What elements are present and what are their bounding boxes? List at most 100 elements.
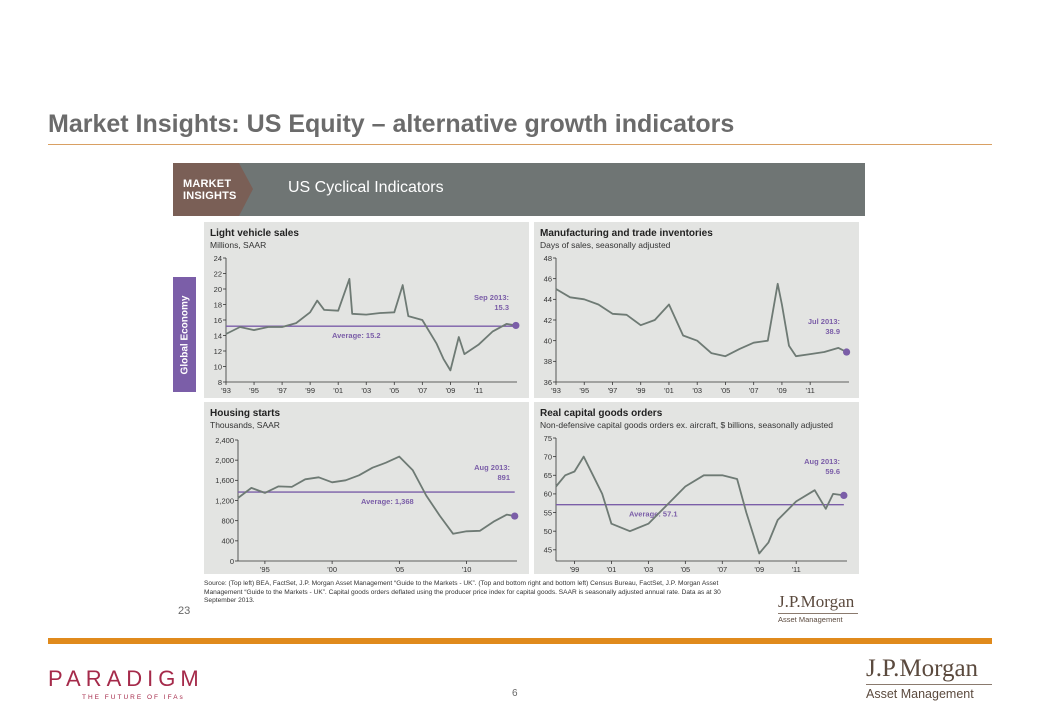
y-tick-label: 38	[544, 357, 552, 366]
chart-title: Manufacturing and trade inventories	[540, 228, 713, 239]
x-tick-label: '95	[260, 565, 270, 574]
y-tick-label: 40	[544, 336, 552, 345]
x-tick-label: '01	[333, 386, 343, 395]
x-tick-label: '95	[579, 386, 589, 395]
inner-jpm-rule	[778, 613, 858, 614]
x-tick-label: '03	[361, 386, 371, 395]
y-tick-label: 60	[544, 490, 552, 499]
chart-subtitle: Days of sales, seasonally adjusted	[540, 240, 671, 250]
x-tick-label: '09	[777, 386, 787, 395]
badge-line-1: MARKET	[183, 178, 232, 190]
inner-jpm-sub: Asset Management	[778, 615, 843, 624]
chart-panel-light-vehicle-sales: Light vehicle sales Millions, SAAR 8 10 12…	[204, 222, 529, 398]
x-tick-label: '93	[551, 386, 561, 395]
paradigm-tagline: THE FUTURE OF IFAs	[82, 694, 185, 701]
jpm-name: J.P.Morgan	[866, 655, 979, 682]
chart-subtitle: Non-defensive capital goods orders ex. a…	[540, 420, 833, 430]
x-tick-label: '05	[680, 565, 690, 574]
x-tick-label: '00	[327, 565, 337, 574]
series-line	[237, 455, 515, 535]
y-tick-label: 36	[544, 378, 552, 387]
x-tick-label: '11	[792, 565, 801, 574]
chart-panel-inventories: Manufacturing and trade inventories Days…	[534, 222, 859, 398]
jpm-sub: Asset Management	[866, 687, 974, 701]
inner-page-number: 23	[178, 605, 191, 617]
x-tick-label: '05	[721, 386, 731, 395]
chart-panel-housing-starts: Housing starts Thousands, SAAR 0 400 800 1,…	[204, 402, 529, 574]
chart-svg: 45 50 55 60 65 70 75 '99 '01 '03 '05 '07 '09 '11 Avera…	[544, 434, 848, 574]
chart-subtitle: Millions, SAAR	[210, 240, 267, 250]
x-tick-label: '11	[474, 386, 483, 395]
chart-title: Real capital goods orders	[540, 408, 663, 419]
y-tick-label: 16	[214, 316, 222, 325]
market-insights-badge: MARKET INSIGHTS	[173, 163, 253, 216]
y-tick-label: 44	[544, 295, 552, 304]
last-value-label: Aug 2013:	[474, 463, 510, 472]
x-tick-label: '03	[692, 386, 702, 395]
x-tick-label: '95	[249, 386, 259, 395]
y-tick-label: 14	[214, 331, 222, 340]
last-value-label: 59.6	[825, 467, 840, 476]
chart-svg: 36 38 40 42 44 46 48 '93 '95 '97 '99 '01 '03 '05 '07 '0…	[544, 254, 851, 395]
last-point-marker	[512, 321, 520, 330]
x-tick-label: '07	[749, 386, 759, 395]
last-value-label: 15.3	[494, 303, 509, 312]
slide-title: Market Insights: US Equity – alternative…	[48, 110, 735, 138]
footer-divider	[48, 638, 992, 644]
last-point-marker	[842, 348, 851, 356]
average-label: Average: 15.2	[332, 331, 381, 340]
side-tab-label: Global Economy	[179, 295, 190, 374]
chart-svg: 0 400 800 1,200 1,600 2,000 2,400 '95 '00 '05 '10 A…	[215, 436, 519, 574]
last-value-label: Aug 2013:	[804, 457, 840, 466]
x-tick-label: '99	[305, 386, 315, 395]
chart-title: Light vehicle sales	[210, 228, 299, 239]
x-tick-label: '05	[394, 565, 404, 574]
chart-panel-capital-goods-orders: Real capital goods orders Non-defensive …	[534, 402, 859, 574]
side-tab: Global Economy	[173, 277, 196, 392]
average-label: Average: 57.1	[629, 510, 678, 519]
inner-jpmorgan-logo: J.P.Morgan Asset Management	[778, 592, 858, 624]
x-tick-label: '10	[462, 565, 472, 574]
y-tick-label: 75	[544, 434, 552, 443]
x-tick-label: '07	[717, 565, 727, 574]
market-insights-header: MARKET INSIGHTS US Cyclical Indicators	[173, 163, 865, 216]
x-tick-label: '03	[643, 565, 653, 574]
x-tick-label: '01	[607, 565, 617, 574]
average-label: Average: 1,368	[361, 497, 414, 506]
y-tick-label: 55	[544, 508, 552, 517]
series-line	[555, 455, 845, 555]
x-tick-label: '05	[389, 386, 399, 395]
y-tick-label: 22	[214, 269, 222, 278]
last-point-marker	[840, 491, 848, 499]
y-tick-label: 70	[544, 452, 552, 461]
y-tick-label: 45	[544, 546, 552, 555]
paradigm-logo: PARADIGM	[48, 666, 204, 691]
y-tick-label: 48	[544, 254, 552, 263]
title-divider	[48, 144, 992, 145]
x-tick-label: '01	[664, 386, 674, 395]
x-tick-label: '99	[570, 565, 580, 574]
header-title: US Cyclical Indicators	[288, 179, 444, 196]
last-point-marker	[511, 512, 519, 520]
y-tick-label: 1,200	[215, 496, 234, 505]
y-tick-label: 46	[544, 274, 552, 283]
x-tick-label: '07	[417, 386, 427, 395]
x-tick-label: '97	[277, 386, 287, 395]
jpmorgan-logo: J.P.Morgan Asset Management	[866, 655, 992, 701]
source-note: Source: (Top left) BEA, FactSet, J.P. Mo…	[204, 580, 721, 604]
x-tick-label: '11	[806, 386, 815, 395]
y-tick-label: 2,400	[215, 436, 234, 445]
y-tick-label: 10	[214, 362, 222, 371]
x-tick-label: '09	[754, 565, 764, 574]
y-tick-label: 800	[221, 516, 234, 525]
y-tick-label: 50	[544, 527, 552, 536]
jpm-rule	[866, 684, 992, 685]
chart-subtitle: Thousands, SAAR	[210, 420, 280, 430]
y-tick-label: 65	[544, 471, 552, 480]
x-tick-label: '09	[445, 386, 455, 395]
y-tick-label: 1,600	[215, 476, 234, 485]
y-tick-label: 24	[214, 254, 222, 263]
chart-svg: 8 10 12 14 16 18 20 22 24 '93 '95 '97 '99 '01 '03 '05 '0…	[214, 254, 520, 395]
x-tick-label: '99	[636, 386, 646, 395]
series-line	[555, 282, 848, 358]
